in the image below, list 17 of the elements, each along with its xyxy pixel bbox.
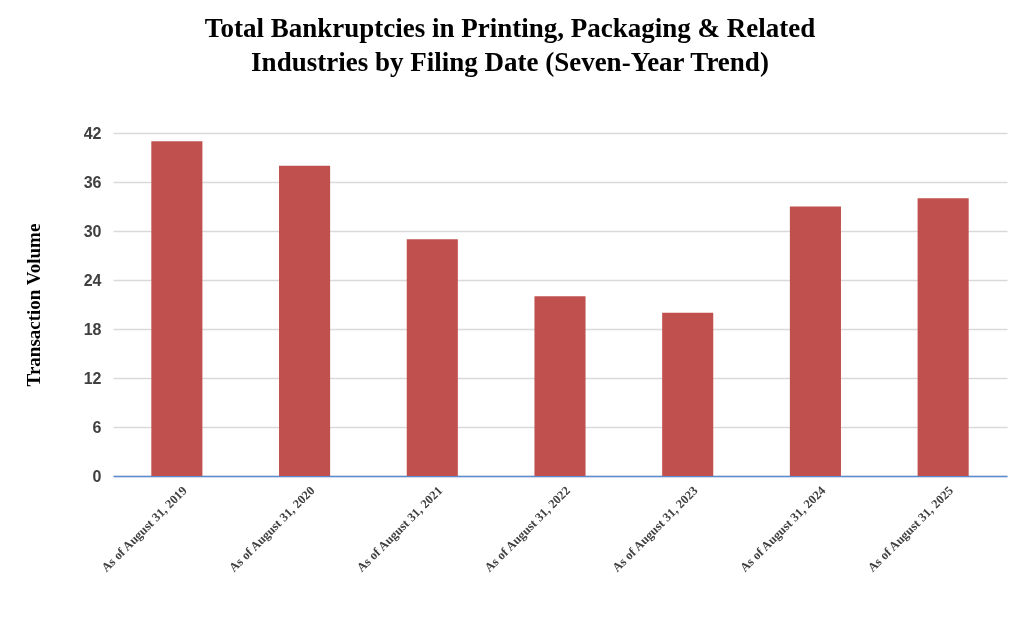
bar [279,165,331,476]
y-tick-label: 24 [83,271,102,289]
bar [662,312,714,476]
y-tick-label: 42 [83,124,102,142]
y-axis-title: Transaction Volume [22,223,44,387]
bar [534,296,586,476]
bar [151,141,203,476]
chart-title: Total Bankruptcies in Printing, Packaging & Related Industries by Filing Date (Seven-Year Trend) [204,13,816,77]
y-tick-label: 18 [83,320,102,338]
y-tick-label: 12 [83,369,102,387]
bar [917,198,969,476]
y-tick-label: 30 [83,222,102,240]
bar [406,239,458,476]
y-tick-label: 0 [92,467,102,485]
y-tick-label: 6 [92,418,102,436]
y-tick-label: 36 [83,173,102,191]
bar [789,206,841,476]
